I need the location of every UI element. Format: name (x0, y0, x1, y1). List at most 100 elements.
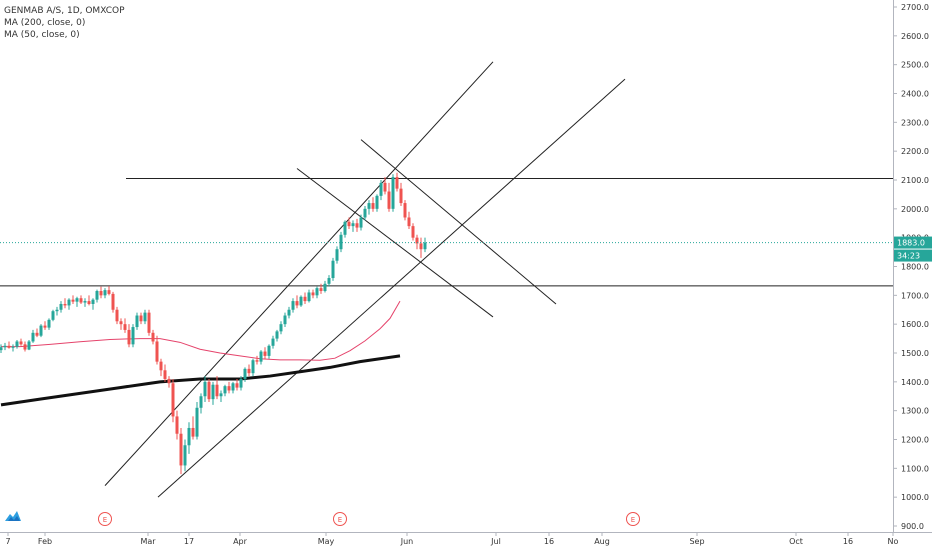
candle-body[interactable] (303, 296, 307, 302)
candle-body[interactable] (203, 381, 207, 397)
candle-body[interactable] (351, 223, 355, 227)
candle-body[interactable] (103, 290, 107, 296)
candle-body[interactable] (395, 177, 399, 189)
candle-body[interactable] (331, 260, 335, 279)
candle-body[interactable] (235, 383, 239, 388)
candle-body[interactable] (147, 312, 151, 333)
candle-body[interactable] (367, 203, 371, 209)
candle-body[interactable] (279, 324, 283, 332)
candle-body[interactable] (415, 237, 419, 244)
candle-body[interactable] (275, 331, 279, 339)
candle-body[interactable] (215, 384, 219, 397)
candles[interactable] (0, 172, 427, 475)
candle-body[interactable] (283, 315, 287, 325)
candle-body[interactable] (223, 386, 227, 394)
candle-body[interactable] (99, 291, 103, 296)
candle-body[interactable] (219, 393, 223, 397)
candle-body[interactable] (335, 249, 339, 261)
earnings-marker[interactable] (626, 512, 640, 526)
candle-body[interactable] (423, 242, 427, 250)
candle-body[interactable] (0, 347, 3, 351)
candle-body[interactable] (247, 368, 251, 374)
candle-body[interactable] (267, 345, 271, 356)
candle-body[interactable] (19, 341, 23, 345)
ma200-legend[interactable]: MA (200, close, 0) (4, 18, 86, 28)
candle-body[interactable] (291, 301, 295, 310)
candle-body[interactable] (135, 315, 139, 328)
candle-body[interactable] (71, 299, 75, 302)
candle-body[interactable] (295, 301, 299, 306)
candle-body[interactable] (7, 345, 11, 348)
time-axis[interactable]: 7 Feb Mar 17 Apr May Jun Jul 16 Aug Sep Oct 16 No (5, 532, 899, 546)
candle-body[interactable] (39, 325, 43, 336)
candle-body[interactable] (355, 223, 359, 228)
candle-body[interactable] (311, 292, 315, 296)
candle-body[interactable] (159, 361, 163, 371)
candle-body[interactable] (107, 290, 111, 294)
candle-body[interactable] (55, 309, 59, 312)
candle-body[interactable] (319, 288, 323, 292)
candle-body[interactable] (211, 384, 215, 400)
candle-body[interactable] (31, 332, 35, 342)
earnings-marker[interactable] (98, 512, 112, 526)
symbol-title[interactable]: GENMAB A/S, 1D, OMXCOP (4, 6, 125, 16)
candle-body[interactable] (187, 427, 191, 446)
candle-body[interactable] (399, 188, 403, 204)
candle-body[interactable] (287, 309, 291, 316)
candle-body[interactable] (387, 191, 391, 209)
candle-body[interactable] (11, 346, 15, 348)
candle-body[interactable] (307, 292, 311, 302)
candle-body[interactable] (123, 324, 127, 330)
candle-body[interactable] (51, 311, 55, 320)
candle-body[interactable] (95, 291, 99, 300)
candle-body[interactable] (179, 433, 183, 466)
candle-body[interactable] (263, 351, 267, 356)
candle-body[interactable] (403, 203, 407, 218)
candle-body[interactable] (195, 407, 199, 437)
candle-body[interactable] (83, 301, 87, 303)
trend-line[interactable] (296, 168, 494, 318)
candle-body[interactable] (259, 351, 263, 362)
candle-body[interactable] (151, 332, 155, 342)
candle-body[interactable] (339, 234, 343, 250)
candle-body[interactable] (391, 177, 395, 209)
candle-body[interactable] (243, 368, 247, 379)
candle-body[interactable] (227, 386, 231, 391)
candle-body[interactable] (343, 221, 347, 235)
candle-body[interactable] (359, 217, 363, 228)
plot-area[interactable] (0, 0, 893, 532)
candle-body[interactable] (251, 360, 255, 374)
candle-body[interactable] (315, 288, 319, 296)
candle-body[interactable] (271, 338, 275, 346)
candle-body[interactable] (35, 332, 39, 336)
countdown-badge[interactable] (894, 249, 932, 262)
candle-body[interactable] (255, 360, 259, 362)
candle-body[interactable] (3, 345, 7, 348)
candle-body[interactable] (79, 298, 83, 303)
candle-body[interactable] (379, 182, 383, 196)
candle-body[interactable] (323, 283, 327, 292)
candle-body[interactable] (199, 396, 203, 408)
earnings-marker[interactable] (333, 512, 347, 526)
candle-body[interactable] (163, 370, 167, 379)
candle-body[interactable] (167, 378, 171, 384)
candle-body[interactable] (175, 416, 179, 434)
candle-body[interactable] (375, 195, 379, 209)
candle-body[interactable] (231, 383, 235, 391)
candle-body[interactable] (407, 217, 411, 227)
candle-body[interactable] (239, 378, 243, 388)
candle-body[interactable] (47, 319, 51, 328)
candle-body[interactable] (139, 315, 143, 322)
candle-body[interactable] (299, 296, 303, 306)
candle-body[interactable] (327, 278, 331, 284)
candle-body[interactable] (87, 301, 91, 304)
trend-line[interactable] (157, 78, 626, 498)
candle-body[interactable] (115, 309, 119, 322)
price-axis[interactable]: 2700.0 2600.0 2500.0 2400.0 2300.0 2200.0 2100… (893, 3, 929, 531)
candle-body[interactable] (363, 208, 367, 218)
candle-body[interactable] (347, 221, 351, 227)
candle-body[interactable] (371, 203, 375, 209)
